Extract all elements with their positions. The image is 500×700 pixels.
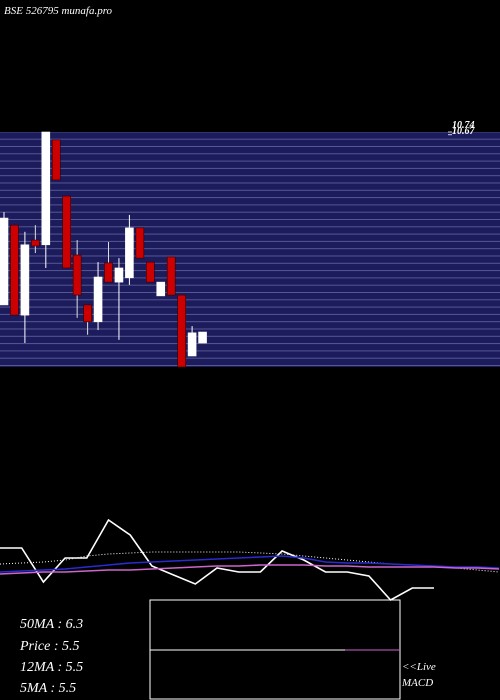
candle-body [41,131,51,246]
chart-title: BSE 526795 munafa.pro [4,5,113,17]
candle-body [156,281,166,297]
candle-body [93,276,103,323]
candle-body [62,195,72,269]
y-tick-label: 10.67 [452,126,476,137]
annotation: MACD [401,677,433,689]
candle-body [0,217,9,306]
candle-body [72,254,82,296]
candle-body [83,304,92,323]
indicator-line [0,555,500,573]
candle-body [104,262,113,283]
candle-body [20,244,30,316]
candle-body [10,224,19,316]
price-panel [0,132,500,367]
annotation: <<Live [402,661,436,673]
indicator-line [0,551,500,573]
annotation: 50MA : 6.3 [20,617,83,632]
candle-body [114,267,124,283]
y-tick-label: 10.74 [452,120,475,131]
candle-body [51,139,61,181]
annotation: Price : 5.5 [19,639,79,654]
annotation: 5MA : 5.5 [20,681,76,696]
indicator-line [0,518,434,602]
candle-body [135,227,145,259]
candle-body [187,332,197,357]
candle-body [177,294,186,368]
candle-body [125,227,134,279]
annotation: 12MA : 5.5 [20,660,83,675]
candle-body [146,261,155,283]
candle-body [198,331,207,344]
indicator-line [0,564,500,575]
candle-body [166,256,176,296]
candle-body [31,239,40,247]
